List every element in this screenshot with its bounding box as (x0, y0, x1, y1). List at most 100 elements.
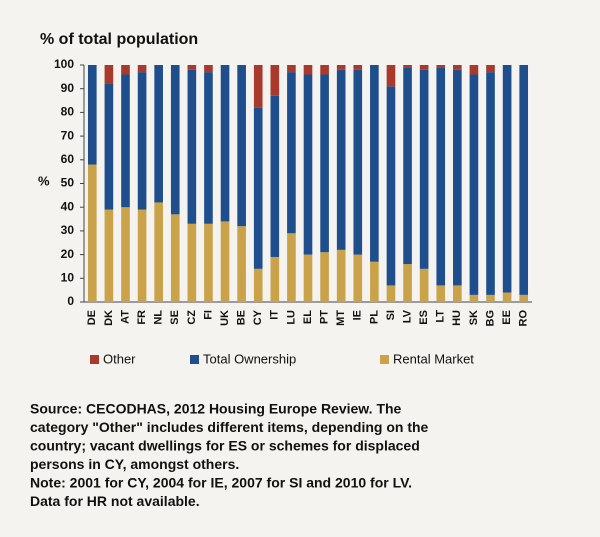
note-line: country; vacant dwellings for ES or sche… (30, 438, 420, 454)
x-tick-label: SI (385, 310, 397, 320)
bar-segment (336, 69, 346, 250)
bar-segment (419, 69, 429, 269)
bar-segment (253, 107, 263, 269)
legend-swatch (190, 355, 199, 364)
bar-segment (353, 65, 363, 70)
y-tick-label: 100 (54, 57, 74, 71)
bar-segment (287, 65, 296, 73)
bar-segment (336, 249, 346, 302)
y-tick-label: 60 (61, 152, 75, 166)
bar-segment (187, 65, 197, 70)
bar-segment (353, 69, 363, 255)
bar-segment (237, 226, 246, 302)
bar-segment (436, 67, 446, 286)
x-tick-label: BG (484, 310, 496, 327)
x-tick-label: ES (418, 310, 430, 325)
note-line: category "Other" includes different item… (30, 419, 429, 435)
bar-segment (237, 65, 246, 227)
bar-segment (303, 254, 313, 302)
bar-segment (453, 285, 462, 302)
bar-segment (204, 223, 213, 302)
bar-segment (403, 67, 412, 265)
legend-swatch (90, 355, 99, 364)
bar-segment (270, 95, 280, 257)
bar-segment (486, 294, 495, 302)
y-tick-label: 10 (61, 270, 75, 284)
bar-segment (170, 65, 180, 215)
bar-segment (187, 69, 197, 224)
x-tick-label: FR (136, 310, 148, 325)
bar-segment (137, 209, 147, 302)
y-tick-label: 40 (61, 199, 75, 213)
x-tick-label: PL (368, 310, 380, 324)
bar-segment (154, 202, 163, 302)
bar-segment (370, 65, 379, 262)
bar-segment (386, 65, 396, 87)
y-tick-label: 0 (67, 294, 74, 308)
x-tick-label: RO (518, 310, 530, 327)
bar-segment (187, 223, 197, 302)
bar-segment (320, 252, 329, 302)
bar-segment (220, 221, 230, 302)
bar-segment (486, 65, 495, 73)
bar-segment (270, 256, 280, 302)
bar-segment (287, 72, 296, 234)
bar-segment (121, 207, 130, 302)
bar-segment (121, 74, 130, 208)
x-tick-label: UK (219, 310, 231, 326)
bar-segment (137, 72, 147, 210)
note-line: Data for HR not available. (30, 493, 200, 509)
bar-segment (519, 294, 529, 302)
x-tick-label: DE (86, 310, 98, 325)
bar-segment (436, 285, 446, 302)
bar-segment (303, 65, 313, 75)
bar-segment (137, 65, 147, 73)
bar-segment (220, 65, 230, 222)
bar-segment (204, 65, 213, 73)
bar-segment (519, 65, 529, 295)
note-line: Source: CECODHAS, 2012 Housing Europe Re… (30, 401, 402, 417)
y-axis-label: % (38, 173, 50, 188)
y-tick-label: 70 (61, 128, 75, 142)
y-tick-label: 50 (61, 176, 75, 190)
bar-segment (320, 65, 329, 75)
x-tick-label: LV (401, 309, 413, 323)
bar-segment (453, 65, 462, 70)
y-tick-label: 20 (61, 247, 75, 261)
bar-segment (253, 268, 263, 302)
x-tick-label: LT (435, 310, 447, 323)
x-tick-label: MT (335, 310, 347, 326)
legend-label: Rental Market (393, 351, 474, 366)
bar-segment (419, 65, 429, 70)
bar-segment (469, 294, 479, 302)
x-tick-label: PT (318, 310, 330, 324)
bar-segment (436, 65, 446, 68)
x-tick-label: CY (252, 309, 264, 325)
x-tick-label: IT (269, 310, 281, 320)
y-tick-label: 30 (61, 223, 75, 237)
note-line: persons in CY, amongst others. (30, 456, 239, 472)
x-tick-label: HU (451, 310, 463, 326)
bar-segment (353, 254, 363, 302)
x-tick-label: AT (119, 310, 131, 324)
x-tick-label: SE (169, 310, 181, 325)
bar-segment (502, 292, 512, 302)
bar-segment (502, 65, 512, 293)
x-tick-label: EE (501, 310, 513, 325)
bar-segment (303, 74, 313, 255)
chart-title: % of total population (40, 31, 198, 48)
legend-label: Other (103, 351, 136, 366)
x-tick-label: FI (202, 310, 214, 320)
x-tick-label: EL (302, 310, 314, 324)
legend-label: Total Ownership (203, 351, 296, 366)
bar-segment (121, 65, 130, 75)
bar-segment (469, 65, 479, 75)
bar-segment (419, 268, 429, 302)
x-tick-label: LU (285, 310, 297, 325)
bar-segment (469, 74, 479, 295)
note-line: Note: 2001 for CY, 2004 for IE, 2007 for… (30, 475, 412, 491)
bar-segment (370, 261, 379, 302)
x-tick-label: BE (236, 310, 248, 325)
